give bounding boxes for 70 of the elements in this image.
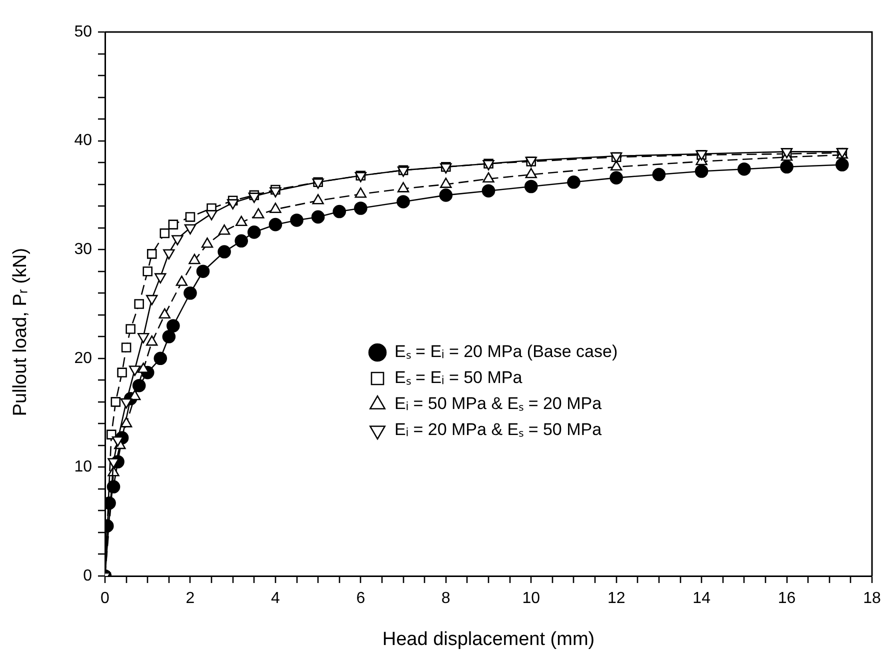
point [132,378,146,392]
point [652,168,666,182]
point [206,210,218,220]
point [185,212,196,222]
y-tick-label: 0 [83,567,92,584]
point [158,308,170,319]
point [121,342,132,352]
point [567,175,580,189]
legend-label: Eᵢ = 50 MPa & Eₛ = 20 MPa [394,394,602,414]
y-tick-label: 40 [74,132,92,150]
point [332,204,346,218]
point [117,368,127,378]
point [268,218,282,232]
point [184,224,196,234]
point [160,228,170,238]
point [166,319,180,332]
point [146,335,158,346]
point [172,235,184,246]
point [196,264,210,278]
x-tick-label: 4 [270,590,280,608]
legend-label: Eₛ = Eᵢ = 20 MPa (Base case) [394,342,618,362]
point [482,184,496,198]
point [738,162,751,176]
x-tick-label: 8 [441,590,450,608]
legend-label: Eₛ = Eᵢ = 50 MPa [394,368,523,388]
y-tick-label: 10 [74,458,92,476]
point [146,249,157,259]
point [524,180,538,194]
y-tick-label: 50 [74,23,92,40]
point [154,273,166,284]
point [218,245,231,258]
y-tick-label: 20 [74,350,92,367]
x-tick-label: 10 [522,590,540,608]
point [163,249,175,260]
point [146,294,158,306]
y-axis-title: Pullout load, Pᵣ (kN) [10,248,32,416]
point [248,192,260,203]
point [836,158,849,172]
point [780,160,794,174]
y-tick-label: 30 [74,241,92,258]
x-tick-label: 12 [607,590,626,608]
point [120,417,132,428]
point [110,397,121,407]
point [168,220,178,230]
x-axis-title: Head displacement (mm) [382,628,595,650]
point [162,330,176,344]
point [396,195,410,208]
point [184,286,197,300]
legend-label: Eᵢ = 20 MPa & Eₛ = 50 MPa [394,420,602,440]
point [694,164,708,178]
point [270,187,282,198]
point [226,199,239,210]
point [138,332,150,344]
x-tick-label: 14 [692,590,711,608]
point [610,171,623,184]
point [234,234,248,248]
point [154,352,168,366]
x-tick-label: 16 [778,590,796,608]
x-tick-label: 2 [186,590,195,608]
x-tick-label: 6 [356,590,366,608]
point [290,214,304,227]
x-tick-label: 0 [100,590,110,608]
point [311,210,325,224]
point [439,188,453,202]
point [354,202,368,215]
point [247,226,261,239]
point [126,324,136,334]
x-tick-label: 18 [863,590,881,608]
point [142,266,153,276]
point [134,299,144,309]
